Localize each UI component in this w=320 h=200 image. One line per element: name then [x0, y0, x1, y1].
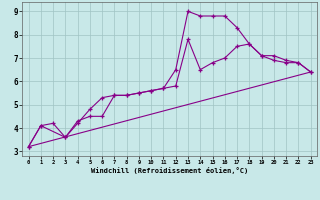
- X-axis label: Windchill (Refroidissement éolien,°C): Windchill (Refroidissement éolien,°C): [91, 167, 248, 174]
